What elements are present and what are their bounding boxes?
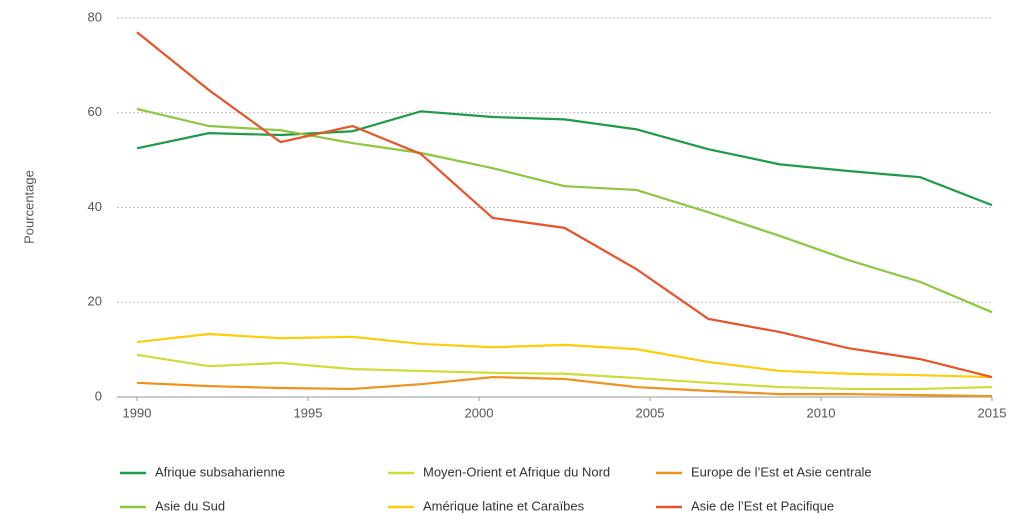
y-tick-label: 80 <box>88 9 102 24</box>
x-tick-label: 2010 <box>807 405 836 420</box>
series-line <box>136 31 993 379</box>
series-line <box>136 376 993 398</box>
x-tick-label: 2005 <box>636 405 665 420</box>
x-tick-label: 2000 <box>465 405 494 420</box>
y-tick-label: 40 <box>88 199 102 214</box>
legend-label: Amérique latine et Caraïbes <box>423 498 585 513</box>
series-line <box>136 110 993 207</box>
x-tick-label: 1995 <box>294 405 323 420</box>
legend: Afrique subsaharienne Moyen-Orient et Afr… <box>120 464 872 513</box>
legend-label: Europe de l’Est et Asie centrale <box>691 464 872 479</box>
series-line <box>136 353 993 391</box>
legend-label: Afrique subsaharienne <box>155 464 285 479</box>
legend-label: Moyen-Orient et Afrique du Nord <box>423 464 610 479</box>
y-axis-label: Pourcentage <box>21 170 36 244</box>
legend-label: Asie du Sud <box>155 498 225 513</box>
series-line <box>136 107 993 314</box>
series-line <box>136 332 993 379</box>
y-tick-label: 20 <box>88 294 102 309</box>
x-tick-label: 1990 <box>123 405 152 420</box>
y-tick-label: 60 <box>88 104 102 119</box>
y-tick-label: 0 <box>95 388 102 403</box>
x-tick-label: 2015 <box>978 405 1007 420</box>
legend-label: Asie de l’Est et Pacifique <box>691 498 834 513</box>
